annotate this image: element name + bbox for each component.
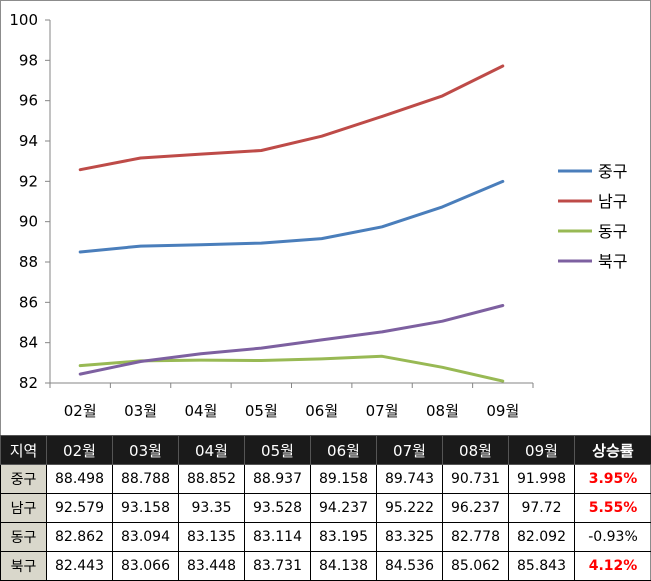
y-tick-label: 88 (19, 253, 38, 271)
x-tick-label: 09월 (486, 402, 519, 420)
value-cell: 83.094 (112, 522, 179, 552)
table-header-cell: 08월 (442, 435, 509, 465)
rate-cell: 5.55% (574, 493, 651, 523)
table-header-cell: 07월 (376, 435, 443, 465)
legend-label: 중구 (598, 162, 627, 181)
value-cell: 83.066 (112, 551, 179, 581)
x-tick-label: 07월 (366, 402, 399, 420)
value-cell: 85.843 (508, 551, 575, 581)
table-header-cell: 05월 (244, 435, 311, 465)
x-tick-label: 04월 (184, 402, 217, 420)
value-cell: 92.579 (46, 493, 113, 523)
value-cell: 90.731 (442, 464, 509, 494)
value-cell: 94.237 (310, 493, 377, 523)
value-cell: 93.158 (112, 493, 179, 523)
table-header-cell: 지역 (0, 435, 47, 465)
table-row: 중구 88.498 88.788 88.852 88.937 89.158 89.743 90… (0, 464, 651, 494)
value-cell: 88.852 (178, 464, 245, 494)
value-cell: 97.72 (508, 493, 575, 523)
value-cell: 88.937 (244, 464, 311, 494)
y-tick-label: 84 (19, 334, 38, 352)
value-cell: 84.536 (376, 551, 443, 581)
value-cell: 84.138 (310, 551, 377, 581)
table-header-cell: 03월 (112, 435, 179, 465)
series-line-1 (78, 179, 505, 254)
value-cell: 83.448 (178, 551, 245, 581)
y-tick-label: 82 (19, 374, 38, 392)
y-tick-label: 94 (19, 132, 38, 150)
legend-label: 동구 (598, 222, 627, 241)
y-tick-label: 86 (19, 293, 38, 311)
value-cell: 93.528 (244, 493, 311, 523)
data-table: 지역 02월 03월 04월 05월 06월 07월 08월 09월 상승률 중구 88.498 88… (0, 435, 651, 581)
value-cell: 96.237 (442, 493, 509, 523)
x-tick-label: 08월 (426, 402, 459, 420)
region-cell: 남구 (0, 493, 47, 523)
value-cell: 89.158 (310, 464, 377, 494)
value-cell: 82.092 (508, 522, 575, 552)
region-cell: 동구 (0, 522, 47, 552)
x-tick-label: 03월 (124, 402, 157, 420)
x-tick-label: 06월 (305, 402, 338, 420)
legend-label: 북구 (598, 252, 627, 271)
value-cell: 83.195 (310, 522, 377, 552)
rate-cell: 3.95% (574, 464, 651, 494)
value-cell: 83.731 (244, 551, 311, 581)
table-header-cell: 09월 (508, 435, 575, 465)
region-cell: 북구 (0, 551, 47, 581)
table-header-cell: 02월 (46, 435, 113, 465)
value-cell: 82.443 (46, 551, 113, 581)
table-header-cell: 06월 (310, 435, 377, 465)
value-cell: 83.114 (244, 522, 311, 552)
y-tick-label: 98 (19, 51, 38, 69)
value-cell: 93.35 (178, 493, 245, 523)
series-line-4 (78, 304, 505, 376)
table-row: 동구 82.862 83.094 83.135 83.114 83.195 83.325 82… (0, 522, 651, 552)
value-cell: 85.062 (442, 551, 509, 581)
table-row: 남구 92.579 93.158 93.35 93.528 94.237 95.222 96.… (0, 493, 651, 523)
legend-label: 남구 (598, 192, 627, 211)
value-cell: 91.998 (508, 464, 575, 494)
x-tick-label: 02월 (64, 402, 97, 420)
table-header-row: 지역 02월 03월 04월 05월 06월 07월 08월 09월 상승률 (0, 435, 651, 465)
value-cell: 83.325 (376, 522, 443, 552)
region-cell: 중구 (0, 464, 47, 494)
table-header-cell: 상승률 (574, 435, 651, 465)
table-header-cell: 04월 (178, 435, 245, 465)
x-tick-label: 05월 (245, 402, 278, 420)
value-cell: 89.743 (376, 464, 443, 494)
rate-cell: -0.93% (574, 522, 651, 552)
y-tick-label: 100 (9, 11, 38, 29)
value-cell: 95.222 (376, 493, 443, 523)
line-chart: 82 84 86 88 90 92 94 96 98 100 02월 03월 04월 05월 06월 07월 0… (9, 11, 627, 420)
rate-cell: 4.12% (574, 551, 651, 581)
y-tick-label: 96 (19, 92, 38, 110)
y-tick-label: 90 (19, 213, 38, 231)
value-cell: 88.788 (112, 464, 179, 494)
value-cell: 82.778 (442, 522, 509, 552)
table-row: 북구 82.443 83.066 83.448 83.731 84.138 84.536 85… (0, 551, 651, 581)
value-cell: 88.498 (46, 464, 113, 494)
series-line-2 (78, 64, 505, 172)
value-cell: 83.135 (178, 522, 245, 552)
value-cell: 82.862 (46, 522, 113, 552)
y-tick-label: 92 (19, 172, 38, 190)
